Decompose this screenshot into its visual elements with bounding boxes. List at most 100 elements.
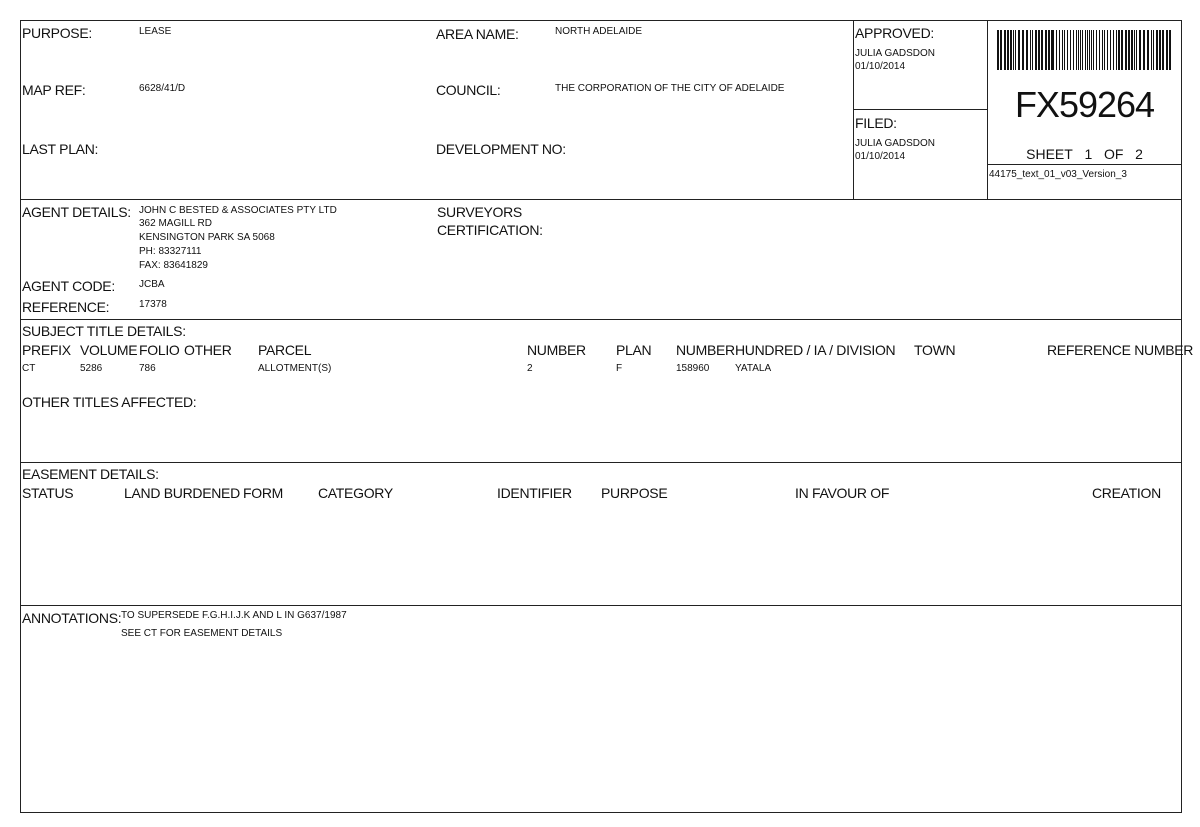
subject-cell: CT xyxy=(22,363,36,374)
certification-label: CERTIFICATION: xyxy=(437,222,543,238)
barcode-bar xyxy=(1139,30,1141,70)
barcode-bar xyxy=(997,30,999,70)
plan-number: FX59264 xyxy=(1014,84,1155,125)
barcode-bar xyxy=(1041,30,1043,70)
barcode-bar xyxy=(1167,30,1169,70)
barcode-bar xyxy=(1012,30,1014,70)
barcode-bar xyxy=(1006,30,1008,70)
subject-cell: YATALA xyxy=(735,363,772,374)
approved-date: 01/10/2014 xyxy=(855,61,906,72)
border-right xyxy=(1181,20,1182,813)
barcode-bar xyxy=(1050,30,1052,70)
easement-column-header: LAND BURDENED xyxy=(124,485,240,501)
easement-heading: EASEMENT DETAILS: xyxy=(22,466,159,482)
agent-line: FAX: 83641829 xyxy=(139,260,208,271)
barcode-bar xyxy=(1133,30,1135,70)
of-label: OF xyxy=(1103,146,1124,162)
subject-cell: 158960 xyxy=(676,363,710,374)
easement-column-header: FORM xyxy=(243,485,284,501)
divider xyxy=(987,20,988,200)
barcode-bar xyxy=(1015,30,1017,70)
sheet-total: 2 xyxy=(1135,146,1143,162)
barcode-bar xyxy=(1089,30,1090,70)
subject-column-header: FOLIO xyxy=(139,342,180,358)
divider xyxy=(987,164,1182,165)
agent-details-label: AGENT DETAILS: xyxy=(22,204,131,220)
subject-cell: 5286 xyxy=(80,363,103,374)
sheet-number: 1 xyxy=(1084,146,1093,162)
subject-column-header: REFERENCE NUMBER xyxy=(1047,342,1194,358)
barcode-bar xyxy=(1032,30,1034,70)
barcode-bar xyxy=(1018,30,1020,70)
divider xyxy=(20,319,1182,320)
barcode-bar xyxy=(1147,30,1149,70)
barcode-bar xyxy=(1125,30,1127,70)
barcode-bar xyxy=(1131,30,1133,70)
easement-column-header: IDENTIFIER xyxy=(497,485,572,501)
barcode-bar xyxy=(1144,30,1146,70)
barcode-bar xyxy=(1076,30,1077,70)
subject-cell: ALLOTMENT(S) xyxy=(258,363,332,374)
barcode-bar xyxy=(1113,30,1114,70)
divider xyxy=(20,199,1182,200)
subject-column-header: PREFIX xyxy=(22,342,71,358)
agent-line: 362 MAGILL RD xyxy=(139,218,212,229)
barcode-bar xyxy=(1092,30,1095,70)
sheet-indicator: SHEET 1 OF 2 xyxy=(988,146,1181,162)
easement-column-header: CATEGORY xyxy=(318,485,393,501)
barcode-bar xyxy=(1010,30,1012,70)
easement-column-header: CREATION xyxy=(1092,485,1161,501)
reference-value: 17378 xyxy=(139,299,167,310)
subject-column-header: VOLUME xyxy=(80,342,138,358)
subject-column-header: PARCEL xyxy=(258,342,312,358)
surveyors-label: SURVEYORS xyxy=(437,204,522,220)
barcode-bar xyxy=(1077,30,1079,70)
agent-code-label: AGENT CODE: xyxy=(22,278,115,294)
barcode-icon xyxy=(997,30,1172,70)
barcode-bar xyxy=(1035,30,1037,70)
barcode-bar xyxy=(1129,30,1131,70)
barcode-bar xyxy=(1079,30,1082,70)
border-bottom xyxy=(20,812,1182,813)
agent-code-value: JCBA xyxy=(139,279,165,290)
barcode-bar xyxy=(1069,30,1071,70)
subject-cell: F xyxy=(616,363,623,374)
subject-column-header: HUNDRED / IA / DIVISION xyxy=(735,342,896,358)
barcode-bar xyxy=(1046,30,1048,70)
subject-column-header: OTHER xyxy=(184,342,232,358)
area-name-label: AREA NAME: xyxy=(436,26,519,42)
border-left xyxy=(20,20,21,813)
map-ref-value: 6628/41/D xyxy=(139,83,186,94)
barcode-bar xyxy=(1115,30,1117,70)
barcode-bar xyxy=(1142,30,1144,70)
divider xyxy=(853,20,854,200)
annotations-label: ANNOTATIONS: xyxy=(22,610,122,626)
agent-line: PH: 83327111 xyxy=(139,246,202,257)
barcode-bar xyxy=(1096,30,1097,70)
barcode-bar xyxy=(1165,30,1167,70)
divider xyxy=(20,462,1182,463)
barcode-bar xyxy=(1044,30,1046,70)
map-ref-label: MAP REF: xyxy=(22,82,86,98)
barcode-bar xyxy=(1106,30,1108,70)
barcode-bar xyxy=(1039,30,1041,70)
barcode-bar xyxy=(1136,30,1138,70)
subject-column-header: TOWN xyxy=(914,342,956,358)
agent-line: KENSINGTON PARK SA 5068 xyxy=(139,232,275,243)
barcode-bar xyxy=(1001,30,1003,70)
other-titles-label: OTHER TITLES AFFECTED: xyxy=(22,394,197,410)
council-label: COUNCIL: xyxy=(436,82,501,98)
barcode-bar xyxy=(999,30,1001,70)
subject-cell: 2 xyxy=(527,363,533,374)
border-top xyxy=(20,20,1182,21)
divider xyxy=(853,109,987,110)
barcode-bar xyxy=(1063,30,1066,70)
barcode-bar xyxy=(1084,30,1086,70)
barcode-bar xyxy=(1156,30,1158,70)
council-value: THE CORPORATION OF THE CITY OF ADELAIDE xyxy=(555,83,785,94)
development-no-label: DEVELOPMENT NO: xyxy=(436,141,566,157)
annotation-line: TO SUPERSEDE F.G.H.I.J.K AND L IN G637/1… xyxy=(121,610,347,621)
barcode-bar xyxy=(1086,30,1089,70)
barcode-bar xyxy=(1061,30,1063,70)
barcode-bar xyxy=(1004,30,1006,70)
